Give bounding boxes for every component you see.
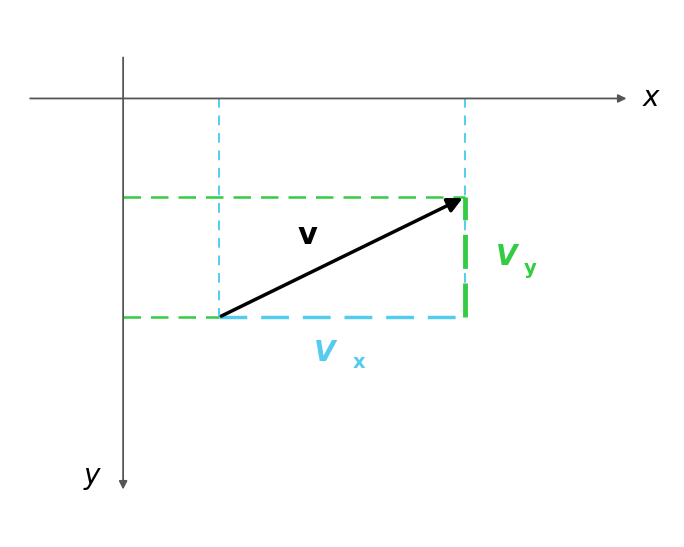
Text: y: y — [524, 259, 536, 277]
Text: x: x — [353, 353, 365, 372]
Text: y: y — [84, 462, 101, 490]
Text: V: V — [496, 243, 517, 271]
Text: V: V — [314, 339, 335, 367]
Text: x: x — [643, 84, 659, 113]
Text: v: v — [298, 220, 318, 250]
